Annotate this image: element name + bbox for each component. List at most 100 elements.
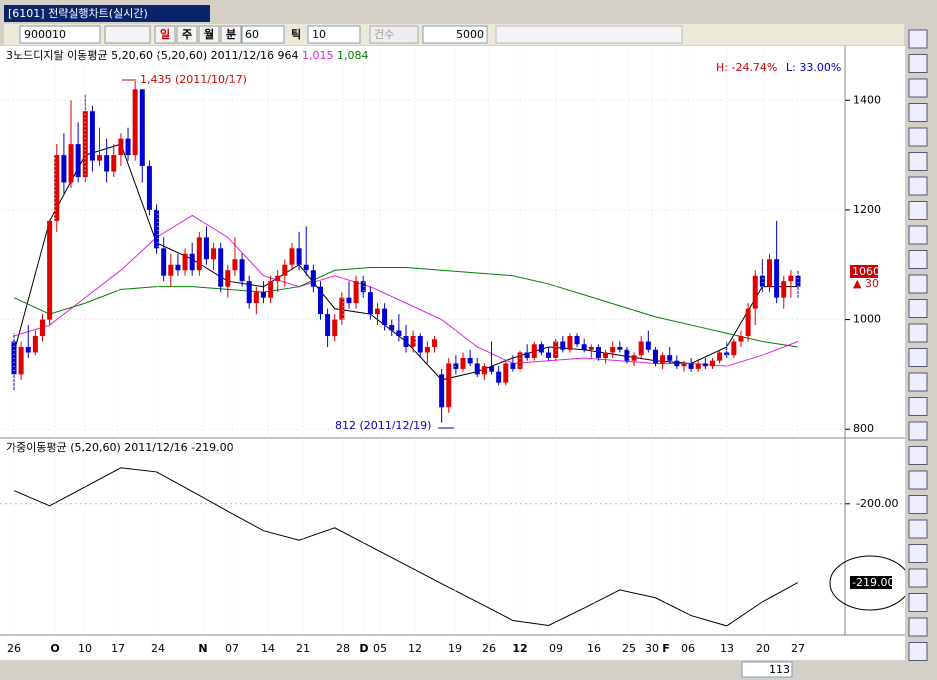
side-icon[interactable]: [908, 299, 928, 318]
side-icon[interactable]: [908, 519, 928, 539]
candle-body: [788, 275, 794, 282]
legend-ma20: 1,015: [302, 49, 334, 62]
side-icon[interactable]: [908, 397, 928, 416]
lower-title: 가중이동평균 (5,20,60) 2011/12/16 -219.00: [6, 441, 234, 454]
side-icon[interactable]: [908, 201, 928, 220]
candle-body: [203, 237, 209, 260]
side-icon[interactable]: [908, 470, 928, 490]
candle-body: [702, 363, 708, 367]
side-icon[interactable]: [908, 78, 928, 98]
code-input[interactable]: [19, 25, 101, 44]
tick: 10: [312, 28, 326, 41]
candle-body: [766, 259, 772, 287]
period-button[interactable]: [154, 25, 176, 44]
candle-body: [146, 166, 152, 210]
candle-body: [382, 308, 388, 326]
side-icon[interactable]: [908, 372, 928, 392]
count-input[interactable]: [422, 25, 488, 44]
side-icon[interactable]: [908, 642, 928, 661]
candle-body: [453, 363, 459, 369]
low-note: 812 (2011/12/19): [335, 419, 431, 432]
period-label: 주: [182, 28, 192, 41]
side-icon[interactable]: [908, 152, 928, 171]
candle-body: [432, 339, 438, 347]
candle-body: [303, 264, 309, 271]
x-tick-label: N: [198, 642, 207, 655]
candle-body: [268, 281, 274, 298]
x-tick-label: 21: [296, 642, 310, 655]
candle-body: [275, 275, 281, 282]
period-label: 분: [226, 28, 236, 41]
side-icon[interactable]: [908, 617, 928, 637]
side-icon[interactable]: [908, 323, 928, 343]
candle-body: [54, 155, 60, 221]
tab[interactable]: [4, 5, 210, 22]
period-button[interactable]: [198, 25, 220, 44]
x-tick-label: 20: [756, 642, 770, 655]
side-icon[interactable]: [908, 348, 928, 367]
candle-body: [638, 341, 644, 356]
candle-body: [410, 336, 416, 347]
y-tick-label: 1200: [853, 203, 881, 216]
moving-average: [13, 266, 799, 348]
side-icon[interactable]: [908, 54, 928, 73]
candle-body: [325, 314, 331, 337]
x-tick-label: 16: [587, 642, 601, 655]
side-icon[interactable]: [908, 250, 928, 269]
lower-last: -219.00: [852, 576, 894, 589]
candle-body: [567, 336, 573, 350]
side-icon[interactable]: [908, 176, 928, 196]
candle-body: [588, 346, 594, 350]
x-tick-label: 17: [111, 642, 125, 655]
side-icon[interactable]: [908, 421, 928, 441]
side-icon[interactable]: [908, 446, 928, 465]
candle-body: [524, 352, 530, 358]
side-icon[interactable]: [908, 29, 928, 49]
side-icon[interactable]: [908, 127, 928, 147]
candle-body: [460, 357, 466, 369]
candle-body: [581, 344, 587, 350]
count-label: 건수: [374, 28, 394, 41]
x-tick-label: 27: [791, 642, 805, 655]
candle-body: [82, 111, 88, 178]
period-button[interactable]: [220, 25, 242, 44]
legend-text: 3노드디지탈 이동평균 5,20,60 (5,20,60) 2011/12/16…: [6, 49, 299, 62]
count-select[interactable]: [369, 25, 419, 44]
side-icon[interactable]: [908, 495, 928, 514]
period-label: 월: [204, 27, 214, 41]
candle-body: [446, 363, 452, 408]
candle-body: [61, 155, 67, 183]
tab-title: [6101] 전략실행차트(실시간): [8, 7, 148, 20]
period-button[interactable]: [176, 25, 198, 44]
candle-body: [474, 363, 480, 375]
tick-select[interactable]: [307, 25, 361, 44]
candle-body: [631, 355, 637, 361]
search-buttons[interactable]: [104, 25, 151, 44]
side-icon[interactable]: [908, 568, 928, 588]
candle-body: [517, 352, 523, 369]
candle-body: [731, 341, 737, 356]
side-icon[interactable]: [908, 225, 928, 245]
wma-line: [13, 467, 799, 627]
minute-select[interactable]: [241, 25, 285, 44]
candle-body: [374, 308, 380, 315]
side-icon[interactable]: [908, 593, 928, 612]
candle-body: [396, 330, 402, 337]
scroll-input[interactable]: [741, 661, 793, 678]
side-icon[interactable]: [908, 274, 928, 294]
tool-icons[interactable]: [495, 25, 683, 44]
candle-body: [574, 336, 580, 345]
scrollbar[interactable]: [0, 660, 905, 680]
x-tick-label: F: [662, 642, 670, 655]
high-ratio: H: -24.74%: [716, 61, 777, 74]
x-tick-label: 19: [448, 642, 462, 655]
candle-body: [610, 346, 616, 353]
side-icon[interactable]: [908, 103, 928, 122]
change-arrow: ▲: [853, 277, 862, 290]
x-tick-label: 28: [336, 642, 350, 655]
candle-body: [624, 349, 630, 361]
side-icon[interactable]: [908, 544, 928, 563]
candle-body: [353, 281, 359, 304]
scroll-value: 113: [769, 663, 790, 676]
candle-body: [339, 297, 345, 320]
